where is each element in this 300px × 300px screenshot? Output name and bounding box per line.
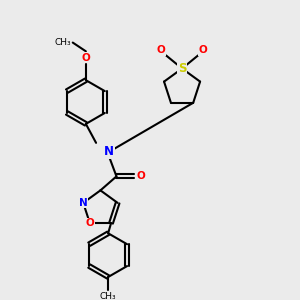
- Text: O: O: [82, 53, 90, 63]
- Text: N: N: [104, 145, 114, 158]
- Text: N: N: [79, 198, 88, 208]
- Text: O: O: [136, 171, 145, 182]
- Text: CH₃: CH₃: [100, 292, 116, 300]
- Text: O: O: [156, 45, 165, 55]
- Text: O: O: [199, 45, 208, 55]
- Text: O: O: [85, 218, 94, 228]
- Text: CH₃: CH₃: [54, 38, 71, 47]
- Text: S: S: [178, 62, 186, 75]
